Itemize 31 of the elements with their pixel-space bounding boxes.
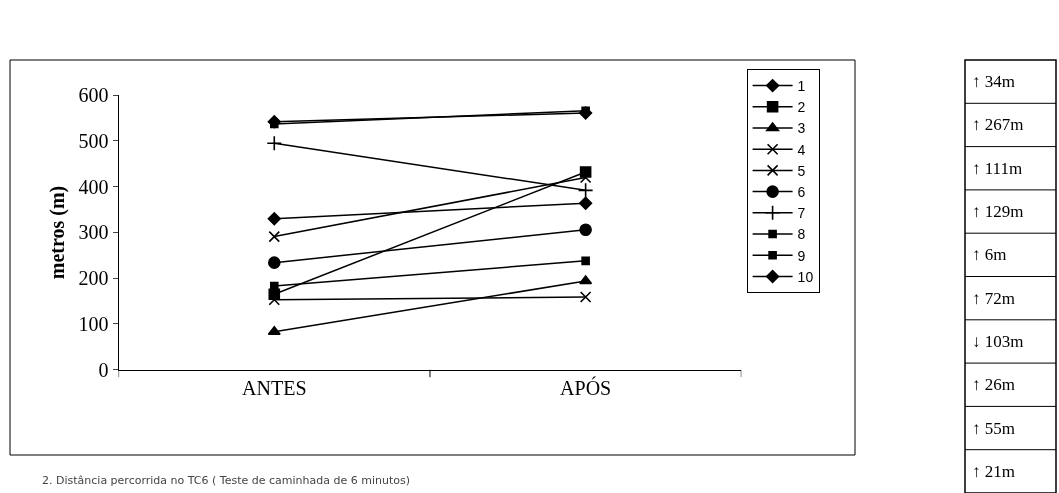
text: ↑ 129m [972, 202, 1024, 221]
y-axis-title: metros (m) [46, 185, 70, 280]
y-tick-label: 0 [98, 358, 109, 381]
y-tick-label: 400 [78, 175, 109, 198]
text: ↑ 72m [972, 289, 1015, 308]
text: 2. Distância percorrida no TC6 ( Teste de caminhada de 6 minutos) [42, 474, 410, 487]
legend-label: 6 [797, 184, 806, 201]
legend-label: 3 [797, 120, 806, 137]
text: ↑ 111m [972, 159, 1023, 178]
y-tick-label: 300 [78, 221, 109, 244]
legend-label: 2 [797, 99, 806, 116]
text: ↑ 267m [972, 115, 1024, 134]
text: ↑ 55m [972, 419, 1015, 438]
text: ↑ 21m [972, 462, 1015, 481]
y-tick-label: 500 [78, 129, 109, 152]
y-tick-label: 200 [78, 267, 109, 290]
legend-label: 7 [797, 205, 806, 222]
y-tick-label: 100 [78, 312, 109, 335]
legend-label: 8 [797, 226, 806, 243]
legend-label: 4 [797, 141, 806, 158]
legend-label: 10 [797, 268, 814, 285]
text: ↑ 26m [972, 375, 1015, 394]
text: ↑ 6m [972, 245, 1007, 264]
y-tick-label: 600 [78, 84, 109, 107]
text: ↓ 103m [972, 332, 1024, 351]
x-tick-label: ANTES [242, 376, 307, 399]
legend-label: 5 [797, 162, 806, 179]
legend-label: 1 [797, 78, 806, 95]
x-tick-label: APÓS [560, 375, 612, 399]
legend-label: 9 [797, 247, 806, 264]
text: ↑ 34m [972, 72, 1015, 91]
